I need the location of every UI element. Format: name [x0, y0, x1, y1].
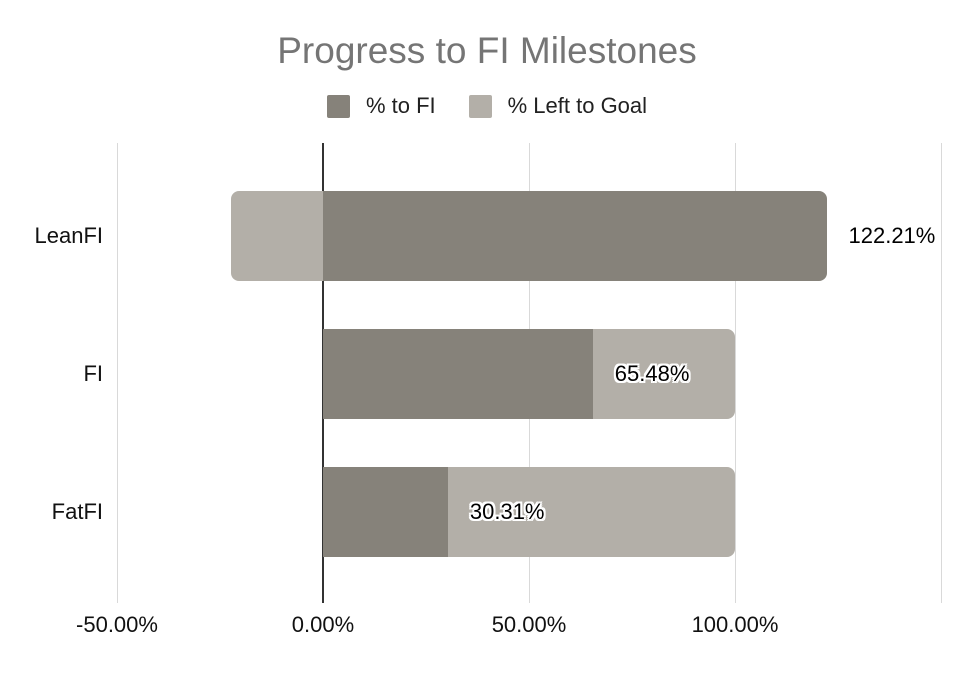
y-axis-label-fatfi: FatFI: [51, 499, 103, 524]
legend-label: % to FI: [365, 93, 436, 118]
gridline: [940, 143, 942, 603]
legend-item-left-to-goal: % Left to Goal: [468, 93, 648, 119]
x-axis: -50.00% 0.00% 50.00% 100.00%: [76, 612, 941, 642]
bar-row-fi: 65.48%: [117, 329, 941, 419]
bar-value-label: 122.21%: [848, 223, 936, 248]
bar-value-label: 30.31%: [469, 499, 545, 524]
x-axis-tick-label: 0.00%: [291, 612, 355, 637]
bar-segment-to-fi: [323, 329, 593, 419]
bar-segment-left-to-goal: [447, 467, 735, 557]
x-axis-tick-label: -50.00%: [76, 612, 158, 637]
gridline: [116, 143, 118, 603]
y-axis-label-fi: FI: [83, 361, 103, 386]
bar-row-leanfi: 122.21%: [117, 191, 941, 281]
plot-area: 122.21% 65.48% 30.31%: [116, 143, 942, 603]
bar-segment-left-to-goal: [231, 191, 323, 281]
y-axis-label-leanfi: LeanFI: [34, 223, 104, 248]
gridline: [734, 143, 736, 603]
x-axis-tick-label: 50.00%: [491, 612, 567, 637]
x-axis-tick-label: 100.00%: [691, 612, 779, 637]
legend-item-to-fi: % to FI: [326, 93, 436, 119]
legend-swatch-left-to-goal: [468, 94, 492, 118]
bar-segment-to-fi: [323, 191, 827, 281]
bar-segment-to-fi: [323, 467, 448, 557]
bar-value-label: 65.48%: [614, 361, 690, 386]
bar-row-fatfi: 30.31%: [117, 467, 941, 557]
bar-segment-left-to-goal: [592, 329, 735, 419]
legend-label: % Left to Goal: [507, 93, 648, 118]
chart-title: Progress to FI Milestones: [277, 30, 697, 71]
legend: % to FI % Left to Goal: [0, 93, 974, 119]
legend-swatch-to-fi: [326, 94, 350, 118]
